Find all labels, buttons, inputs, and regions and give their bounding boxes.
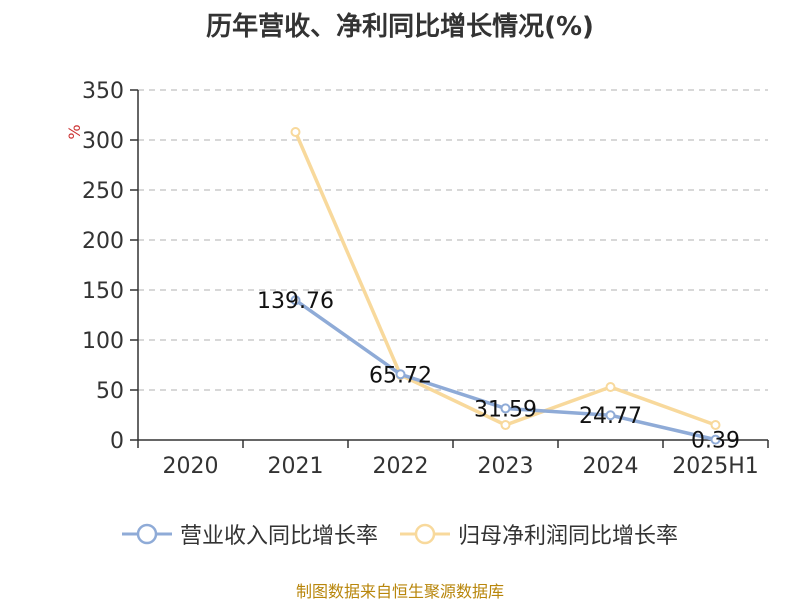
source-note: 制图数据来自恒生聚源数据库 bbox=[295, 582, 504, 601]
y-axis-label: % bbox=[65, 124, 84, 139]
data-label: 31.59 bbox=[474, 397, 537, 422]
x-tick-label: 2024 bbox=[583, 454, 639, 479]
data-label: 65.72 bbox=[369, 363, 432, 388]
legend-marker-icon bbox=[400, 523, 450, 545]
y-tick-label: 100 bbox=[82, 329, 124, 354]
y-tick-label: 150 bbox=[82, 279, 124, 304]
data-point bbox=[710, 434, 721, 445]
legend-item[interactable]: 营业收入同比增长率 bbox=[121, 518, 378, 550]
data-point bbox=[605, 410, 616, 421]
x-tick-label: 2021 bbox=[268, 454, 324, 479]
y-tick-label: 300 bbox=[82, 129, 124, 154]
y-tick-label: 200 bbox=[82, 229, 124, 254]
x-tick-label: 2023 bbox=[478, 454, 534, 479]
y-tick-label: 250 bbox=[82, 179, 124, 204]
data-labels: 139.76 65.72 31.59 24.77 0.39 bbox=[257, 289, 740, 453]
y-tick-label: 50 bbox=[96, 379, 124, 404]
series-line bbox=[293, 131, 717, 427]
axes: 0 50 100 150 200 250 300 350 2020 2021 2022 2023 202… bbox=[65, 79, 769, 479]
data-point bbox=[290, 295, 301, 306]
x-tick-label: 2022 bbox=[373, 454, 429, 479]
data-point bbox=[605, 382, 616, 392]
legend-label: 归母净利润同比增长率 bbox=[458, 524, 679, 549]
data-point bbox=[710, 420, 721, 430]
data-point bbox=[395, 369, 406, 380]
chart-title: 历年营收、净利同比增长情况(%) bbox=[206, 12, 594, 42]
y-tick-label: 350 bbox=[82, 79, 124, 104]
data-label: 139.76 bbox=[257, 289, 334, 314]
legend: 营业收入同比增长率 归母净利润同比增长率 bbox=[0, 518, 800, 550]
data-point bbox=[500, 420, 511, 430]
grid-lines bbox=[138, 89, 768, 391]
data-label: 0.39 bbox=[691, 429, 740, 454]
data-point bbox=[290, 127, 301, 137]
y-tick-label: 0 bbox=[110, 429, 124, 454]
legend-item[interactable]: 归母净利润同比增长率 bbox=[400, 518, 678, 550]
x-tick-label: 2020 bbox=[163, 454, 219, 479]
data-label: 24.77 bbox=[579, 404, 642, 429]
legend-marker-icon bbox=[121, 523, 172, 545]
legend-label: 营业收入同比增长率 bbox=[179, 524, 378, 549]
x-tick-label: 2025H1 bbox=[672, 454, 759, 479]
data-point bbox=[500, 403, 511, 414]
series-lines bbox=[290, 127, 721, 445]
